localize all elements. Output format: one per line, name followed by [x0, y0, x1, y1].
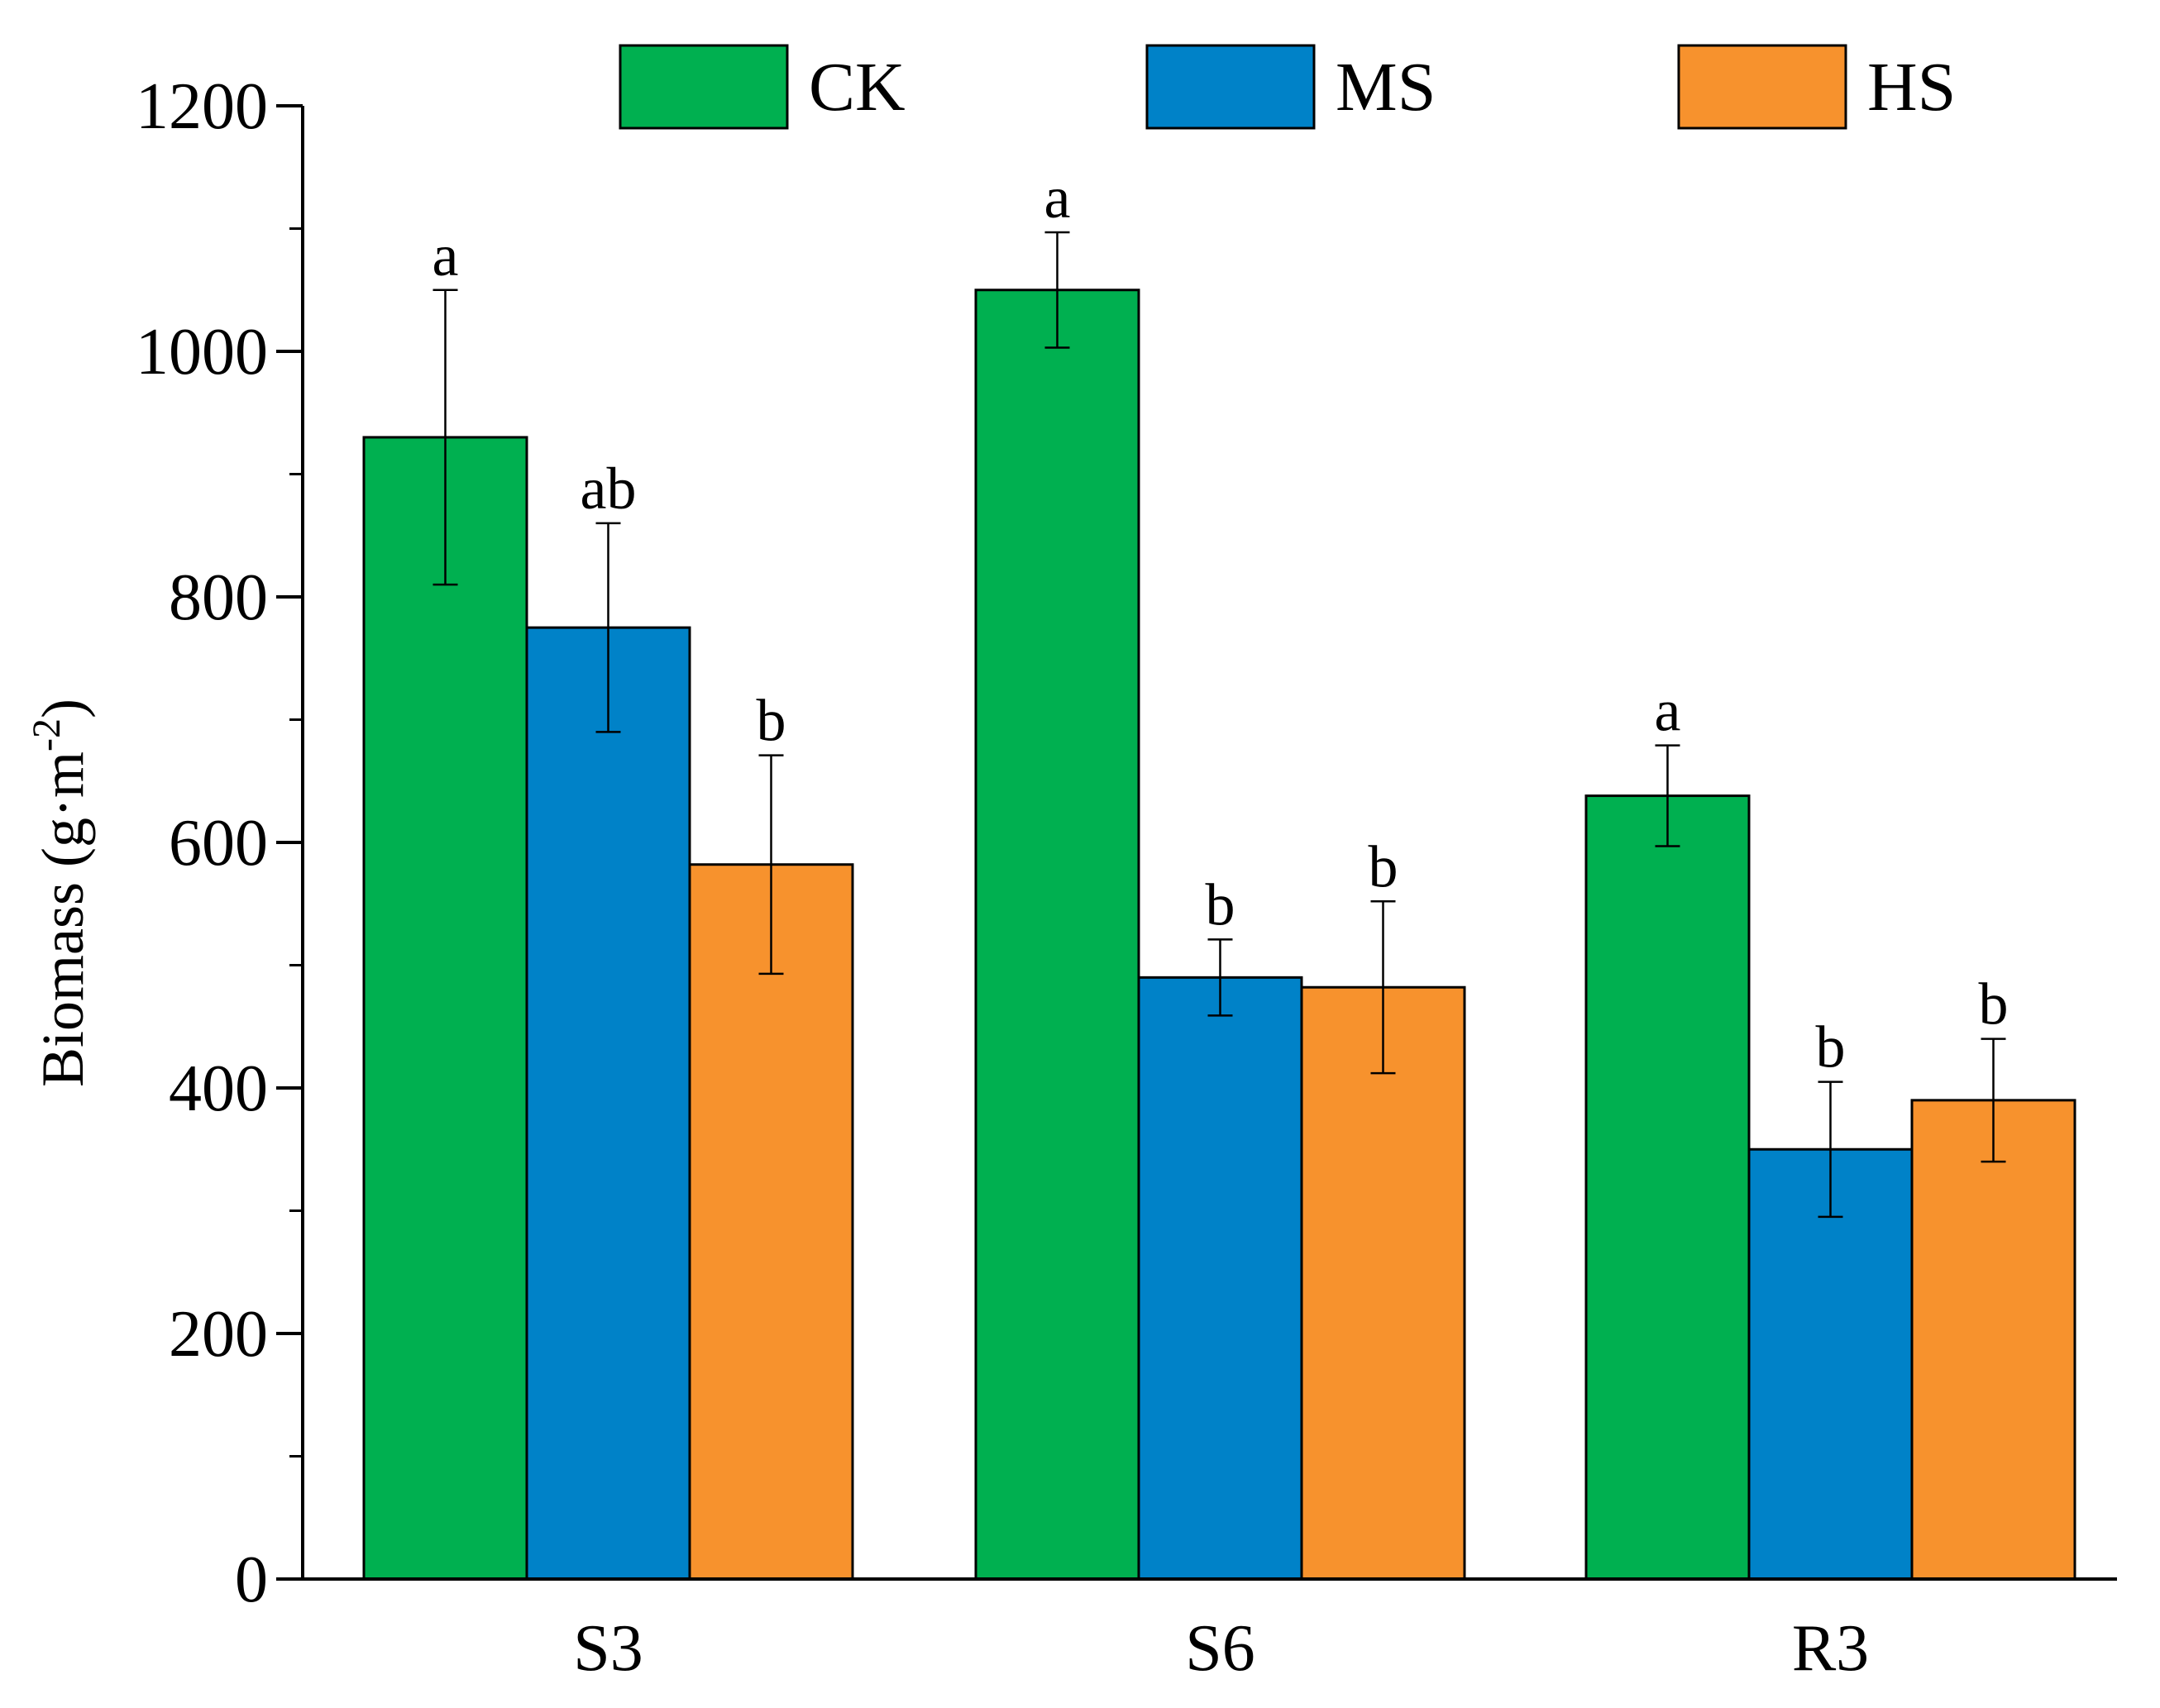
- x-category-label: S6: [1185, 1612, 1255, 1685]
- significance-letter: b: [1369, 833, 1398, 899]
- significance-letter: b: [1979, 971, 2009, 1038]
- y-tick-label: 800: [169, 561, 268, 634]
- y-axis-label: Biomass (g·m: [30, 751, 96, 1087]
- bar-ck-s3: [362, 436, 528, 1581]
- x-category-label: R3: [1792, 1612, 1869, 1685]
- x-category-label: S3: [573, 1612, 643, 1685]
- y-tick-label: 600: [169, 807, 268, 880]
- bar-hs-s3: [688, 863, 854, 1581]
- y-tick-label: 1000: [136, 316, 268, 389]
- significance-letter: a: [1044, 165, 1071, 231]
- y-tick-label: 200: [169, 1298, 268, 1371]
- y-tick-label: 400: [169, 1052, 268, 1125]
- y-axis-label-superscript: -2: [25, 718, 69, 751]
- legend-label-hs: HS: [1867, 49, 1956, 126]
- bars: [362, 289, 2076, 1581]
- error-bars: [432, 231, 2006, 1219]
- significance-letter: b: [757, 688, 786, 754]
- significance-letter: b: [1816, 1014, 1846, 1081]
- significance-letter: ab: [581, 456, 637, 522]
- bar-ck-r3: [1584, 794, 1751, 1581]
- legend: CK MS HS: [619, 44, 1956, 130]
- y-tick-label: 1200: [136, 70, 268, 143]
- bar-hs-s6: [1300, 985, 1466, 1581]
- x-axis: S3 S6 R3: [301, 1577, 2117, 1685]
- significance-letter: a: [1655, 678, 1681, 744]
- legend-swatch-ck: [619, 44, 789, 130]
- y-tick-label: 0: [235, 1543, 268, 1616]
- legend-label-ms: MS: [1336, 49, 1436, 126]
- bar-ms-s6: [1137, 976, 1303, 1581]
- legend-label-ck: CK: [809, 49, 906, 126]
- legend-swatch-ms: [1145, 44, 1316, 130]
- bar-ms-r3: [1747, 1147, 1914, 1581]
- y-axis-title: Biomass (g·m-2): [25, 699, 96, 1087]
- svg-text:Biomass (g·m-2): Biomass (g·m-2): [25, 699, 96, 1087]
- legend-swatch-hs: [1677, 44, 1847, 130]
- significance-letter: b: [1206, 871, 1235, 937]
- y-axis-label-close: ): [30, 699, 96, 718]
- bar-hs-r3: [1910, 1099, 2076, 1581]
- significance-letter: a: [432, 222, 459, 289]
- y-axis: 0 200 400 600 800 1000 1200: [136, 70, 304, 1616]
- bar-ck-s6: [974, 289, 1140, 1581]
- bar-ms-s3: [525, 626, 691, 1581]
